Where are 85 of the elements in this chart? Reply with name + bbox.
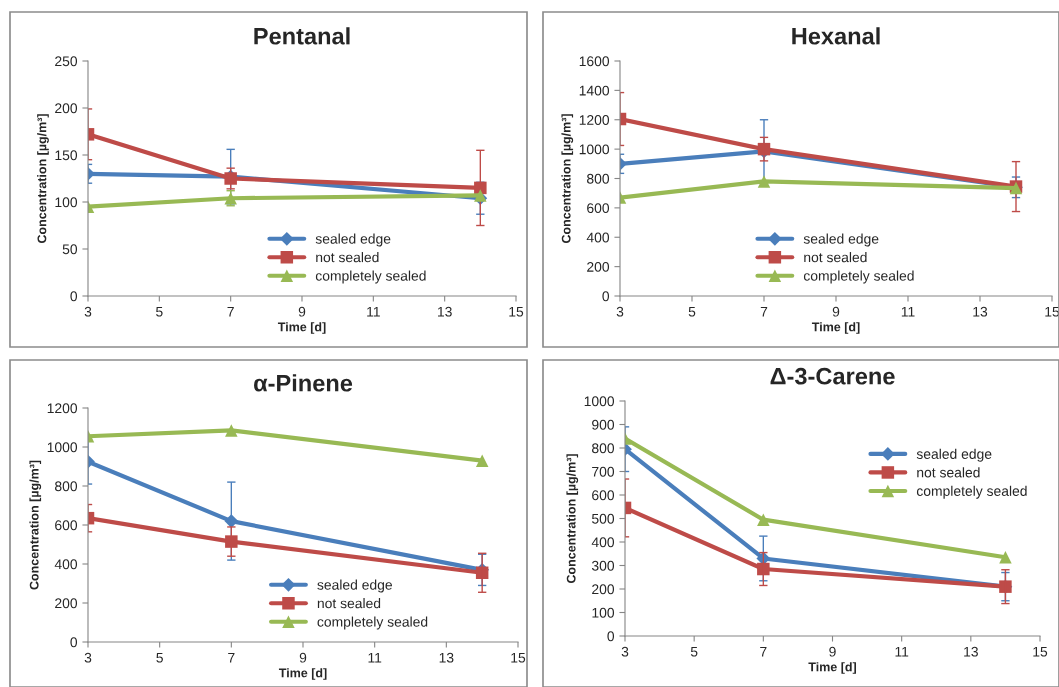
x-tick-label: 11 [368, 652, 382, 663]
chart-title: Pentanal [254, 27, 350, 45]
x-tick-label: 7 [227, 306, 234, 317]
x-tick-label: 13 [973, 306, 988, 317]
y-tick-label: 600 [592, 490, 615, 501]
y-tick-label: 800 [587, 173, 610, 184]
legend-label: not sealed [316, 252, 379, 263]
x-tick-label: 15 [509, 306, 524, 317]
x-tick-label: 15 [1045, 306, 1059, 317]
y-tick-label: 1000 [47, 442, 78, 453]
x-axis-title: Time [d] [808, 662, 856, 674]
x-tick-label: 3 [616, 306, 624, 317]
x-tick-label: 13 [439, 652, 454, 663]
y-tick-label: 700 [592, 466, 615, 477]
y-tick-label: 100 [55, 197, 78, 208]
x-tick-label: 13 [964, 646, 978, 657]
x-tick-label: 3 [621, 646, 629, 657]
x-tick-label: 7 [760, 306, 768, 317]
y-tick-label: 200 [587, 261, 610, 272]
x-tick-label: 13 [438, 306, 452, 317]
y-tick-label: 1200 [579, 115, 610, 125]
y-tick-label: 1400 [579, 85, 610, 96]
y-tick-label: 1000 [584, 396, 615, 407]
x-tick-label: 3 [84, 652, 92, 663]
x-tick-label: 15 [511, 652, 526, 663]
legend-label: sealed edge [916, 448, 992, 462]
x-axis-title: Time [d] [811, 322, 860, 334]
legend-label: sealed edge [317, 579, 392, 593]
legend-label: completely sealed [916, 485, 1027, 499]
y-tick-label: 250 [55, 56, 78, 67]
chart-title: α-Pinene [254, 374, 353, 392]
y-tick-label: 400 [54, 559, 78, 570]
legend-label: sealed edge [803, 233, 879, 247]
x-tick-label: 15 [1033, 646, 1048, 657]
legend-label: completely sealed [803, 270, 914, 284]
y-tick-label: 1000 [579, 144, 610, 155]
y-tick-label: 50 [62, 244, 78, 255]
y-tick-label: 100 [592, 607, 615, 618]
y-tick-label: 600 [587, 203, 610, 214]
y-tick-label: 0 [602, 291, 610, 302]
y-axis-title: Concentration [µg/m³] [29, 460, 42, 590]
x-tick-label: 5 [156, 306, 163, 317]
y-tick-label: 0 [70, 291, 78, 302]
legend-label: not sealed [317, 598, 381, 609]
x-tick-label: 7 [760, 646, 767, 657]
x-tick-label: 11 [367, 306, 380, 317]
y-tick-label: 900 [592, 419, 615, 430]
legend-label: completely sealed [315, 270, 426, 284]
legend-label: completely sealed [317, 616, 428, 630]
x-tick-label: 9 [829, 646, 836, 657]
x-tick-label: 5 [690, 646, 698, 657]
x-tick-label: 9 [299, 652, 307, 663]
legend-label: not sealed [804, 252, 867, 263]
y-tick-label: 800 [592, 443, 615, 454]
y-tick-label: 0 [607, 631, 615, 642]
y-tick-label: 600 [55, 520, 78, 531]
y-tick-label: 300 [591, 560, 615, 571]
y-tick-label: 200 [55, 598, 78, 609]
x-tick-label: 11 [895, 646, 909, 657]
y-tick-label: 400 [586, 232, 610, 243]
y-axis-title: Concentration [µg/m³] [561, 114, 574, 244]
x-tick-label: 7 [228, 652, 235, 663]
y-tick-label: 0 [70, 637, 78, 648]
y-tick-label: 1600 [579, 56, 610, 67]
x-tick-label: 11 [901, 306, 915, 317]
x-tick-label: 9 [832, 306, 840, 317]
legend-label: sealed edge [315, 233, 391, 247]
y-tick-label: 400 [591, 537, 615, 548]
x-tick-label: 9 [298, 306, 306, 317]
y-axis-title: Concentration [µg/m³] [566, 454, 579, 584]
chart-title: Hexanal [792, 27, 880, 45]
x-axis-title: Time [d] [278, 668, 327, 680]
chart-title: Δ-3-Carene [770, 367, 895, 385]
y-axis-title: Concentration [µg/m³] [37, 114, 49, 244]
y-tick-label: 200 [592, 584, 615, 595]
x-tick-label: 5 [688, 306, 696, 317]
y-tick-label: 800 [55, 481, 78, 492]
y-tick-label: 500 [591, 513, 615, 524]
x-axis-title: Time [d] [277, 322, 326, 334]
legend-label: not sealed [917, 467, 980, 478]
x-tick-label: 3 [84, 306, 92, 317]
y-tick-label: 1200 [47, 403, 78, 414]
y-tick-label: 200 [55, 103, 78, 114]
x-tick-label: 5 [156, 652, 163, 663]
y-tick-label: 150 [55, 150, 78, 161]
